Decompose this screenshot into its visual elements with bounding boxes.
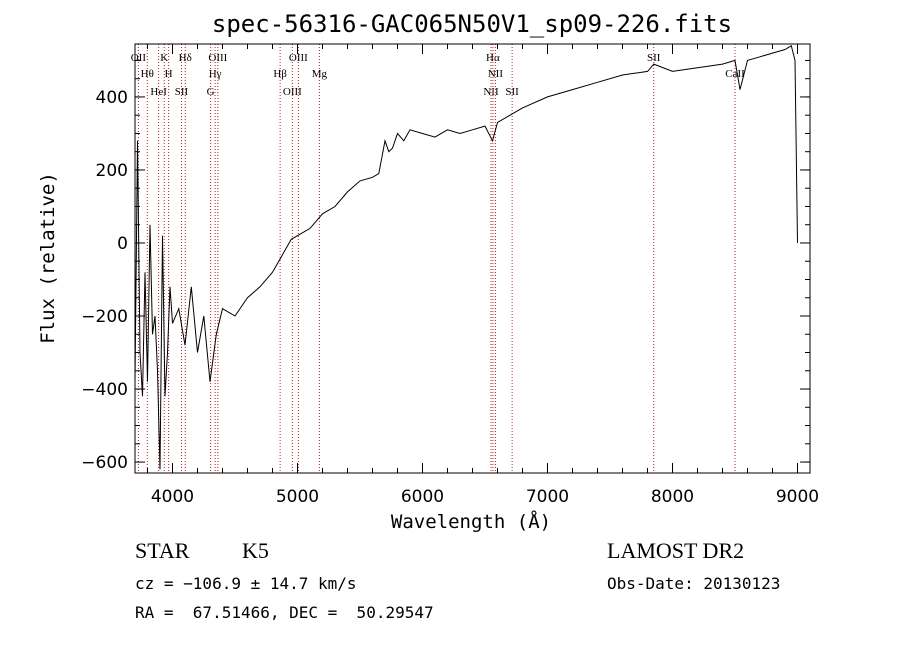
x-tick-label: 4000 (151, 487, 194, 507)
line-marker-label: NII (488, 68, 504, 80)
line-marker-label: SII (505, 86, 519, 98)
cz-readout: cz = −106.9 ± 14.7 km/s (135, 574, 357, 593)
line-marker-label: SII (175, 86, 189, 98)
line-marker-label: HeI (150, 86, 167, 98)
y-tick-label: −400 (81, 380, 128, 400)
y-axis-label: Flux (relative) (37, 172, 59, 344)
survey-label: LAMOST DR2 (607, 538, 745, 563)
x-tick-label: 9000 (776, 487, 819, 507)
line-marker-label: K (160, 52, 168, 64)
y-tick-label: −200 (81, 307, 128, 327)
obs-date-readout: Obs-Date: 20130123 (607, 574, 781, 593)
plot-frame (134, 43, 811, 474)
line-marker-label: H (165, 68, 173, 80)
class-label: STAR (135, 538, 190, 563)
line-marker-label: Hβ (273, 68, 287, 80)
x-tick-label: 8000 (651, 487, 694, 507)
y-tick-label: 0 (117, 234, 128, 254)
axes: 4000 5000 6000 7000 8000 9000 −600 −400 −200 0 200… (81, 43, 819, 507)
line-marker-label: Hθ (141, 68, 154, 80)
x-axis-label: Wavelength (Å) (391, 510, 551, 533)
x-tick-label: 7000 (526, 487, 569, 507)
chart-title: spec-56316-GAC065N50V1_sp09-226.fits (212, 10, 732, 38)
y-tick-label: −600 (81, 453, 128, 473)
spectrum-series-line (134, 45, 798, 470)
coords-readout: RA = 67.51466, DEC = 50.29547 (135, 603, 434, 622)
y-tick-label: 200 (96, 161, 128, 181)
x-tick-label: 6000 (401, 487, 444, 507)
line-marker-label: Hγ (209, 68, 222, 80)
line-marker-label: OIII (289, 52, 308, 64)
emission-line-markers: OIIHθHeIKHSIIHδHγGOIIIHβOIIIOIIIMgNIIHαN… (131, 44, 745, 473)
line-marker-label: Hα (486, 52, 500, 64)
line-marker-label: Mg (312, 68, 328, 80)
line-marker-label: CaII (725, 68, 745, 80)
line-marker-label: SII (647, 52, 661, 64)
line-marker-label: NII (483, 86, 499, 98)
line-marker-label: OIII (283, 86, 302, 98)
x-tick-label: 5000 (276, 487, 319, 507)
line-marker-label: OIII (208, 52, 227, 64)
line-marker-label: OII (131, 52, 147, 64)
line-marker-label: Hδ (179, 52, 192, 64)
line-marker-label: G (207, 86, 215, 98)
y-tick-label: 400 (96, 88, 128, 108)
subclass-label: K5 (242, 538, 269, 563)
